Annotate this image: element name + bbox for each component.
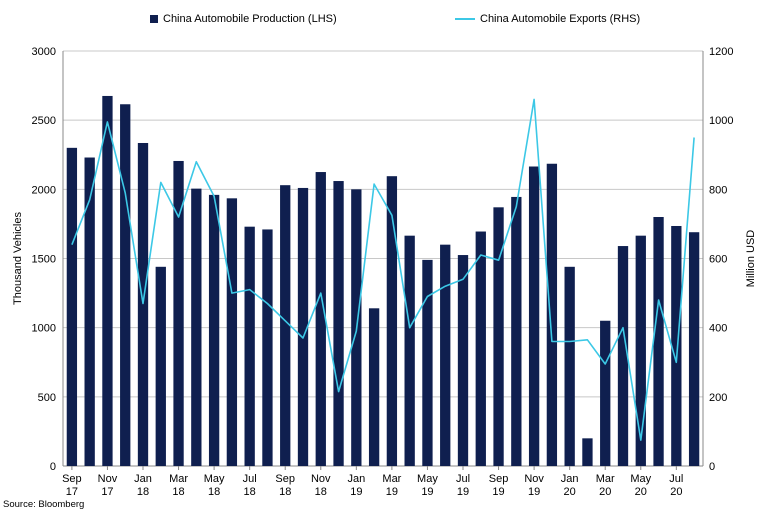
bar	[582, 438, 593, 466]
x-tick-label: 18	[279, 486, 291, 498]
y-left-tick-label: 3000	[32, 46, 56, 58]
x-tick-label: 19	[350, 486, 362, 498]
legend-item-production: China Automobile Production (LHS)	[150, 13, 337, 25]
x-tick-label: 18	[172, 486, 184, 498]
bar	[440, 244, 451, 466]
bar	[226, 198, 238, 466]
x-tick-label: 19	[386, 486, 398, 498]
x-tick-label: 17	[66, 486, 78, 498]
x-tick-label: 19	[492, 486, 504, 498]
legend-swatch-exports	[455, 18, 475, 20]
x-tick-label: Jul	[669, 473, 683, 485]
y-right-tick-label: 400	[709, 323, 727, 335]
bar	[297, 187, 309, 466]
x-tick-label: 20	[599, 486, 611, 498]
x-tick-label: 18	[244, 486, 256, 498]
legend-swatch-production	[150, 15, 158, 23]
x-tick-label: Mar	[169, 473, 188, 485]
bar	[671, 225, 682, 466]
bar	[280, 185, 291, 466]
x-tick-label: Sep	[62, 473, 82, 485]
source-note: Source: Bloomberg	[3, 499, 85, 510]
x-tick-label: 18	[315, 486, 327, 498]
legend: China Automobile Production (LHS) China …	[0, 13, 770, 31]
bar	[653, 217, 664, 466]
x-tick-label: Jan	[347, 473, 365, 485]
bar	[457, 255, 469, 466]
bar	[493, 207, 504, 467]
x-tick-label: Jul	[456, 473, 470, 485]
x-tick-label: 20	[564, 486, 576, 498]
y-right-axis-title: Million USD	[745, 230, 757, 288]
bar	[244, 226, 255, 466]
legend-label-exports: China Automobile Exports (RHS)	[480, 13, 641, 25]
y-right-tick-label: 0	[709, 461, 715, 473]
bar	[546, 163, 558, 466]
x-tick-label: Sep	[489, 473, 509, 485]
bar	[155, 266, 166, 466]
bar	[120, 104, 131, 466]
bar	[84, 157, 95, 466]
bar	[617, 246, 629, 466]
bar	[386, 176, 398, 467]
x-tick-label: May	[204, 473, 225, 485]
y-left-axis-title: Thousand Vehicles	[12, 212, 24, 305]
x-tick-label: 19	[421, 486, 433, 498]
x-tick-label: Nov	[524, 473, 544, 485]
legend-label-production: China Automobile Production (LHS)	[163, 13, 337, 25]
y-right-tick-label: 600	[709, 254, 727, 266]
x-tick-label: 17	[101, 486, 113, 498]
x-tick-label: 19	[457, 486, 469, 498]
bar	[422, 259, 433, 466]
exports-line	[71, 98, 695, 441]
bar	[66, 147, 78, 467]
bar	[173, 160, 184, 466]
x-tick-label: 20	[635, 486, 647, 498]
y-right-tick-label: 200	[709, 392, 727, 404]
y-left-tick-label: 2500	[32, 115, 56, 127]
bar	[564, 266, 575, 466]
x-tick-label: Jul	[243, 473, 257, 485]
bar	[191, 188, 202, 466]
y-left-tick-label: 0	[50, 461, 56, 473]
bar	[137, 142, 149, 466]
y-right-tick-label: 1200	[709, 46, 733, 58]
bar	[208, 194, 220, 466]
x-tick-label: Nov	[98, 473, 118, 485]
bar	[102, 95, 113, 466]
x-tick-label: Jan	[561, 473, 579, 485]
bar	[635, 235, 646, 466]
x-tick-label: Mar	[596, 473, 615, 485]
y-left-tick-label: 1500	[32, 254, 56, 266]
bar	[315, 172, 326, 466]
x-tick-label: Sep	[275, 473, 295, 485]
bar	[600, 320, 611, 466]
x-tick-label: Mar	[382, 473, 401, 485]
x-tick-label: Jan	[134, 473, 152, 485]
x-tick-label: 18	[208, 486, 220, 498]
y-right-tick-label: 1000	[709, 115, 733, 127]
x-tick-label: May	[417, 473, 438, 485]
y-left-tick-label: 1000	[32, 323, 56, 335]
y-left-tick-label: 500	[38, 392, 56, 404]
x-tick-label: 18	[137, 486, 149, 498]
legend-item-exports: China Automobile Exports (RHS)	[455, 13, 640, 25]
bar	[368, 308, 380, 466]
bar	[404, 235, 415, 466]
bar	[688, 232, 700, 466]
x-tick-label: 19	[528, 486, 540, 498]
bar	[262, 229, 273, 466]
x-tick-label: May	[630, 473, 651, 485]
bar	[475, 231, 486, 466]
bar	[333, 181, 344, 467]
bar	[528, 166, 540, 466]
x-tick-label: 20	[670, 486, 682, 498]
y-right-tick-label: 800	[709, 184, 727, 196]
x-tick-label: Nov	[311, 473, 331, 485]
bar	[511, 196, 522, 467]
y-left-tick-label: 2000	[32, 184, 56, 196]
